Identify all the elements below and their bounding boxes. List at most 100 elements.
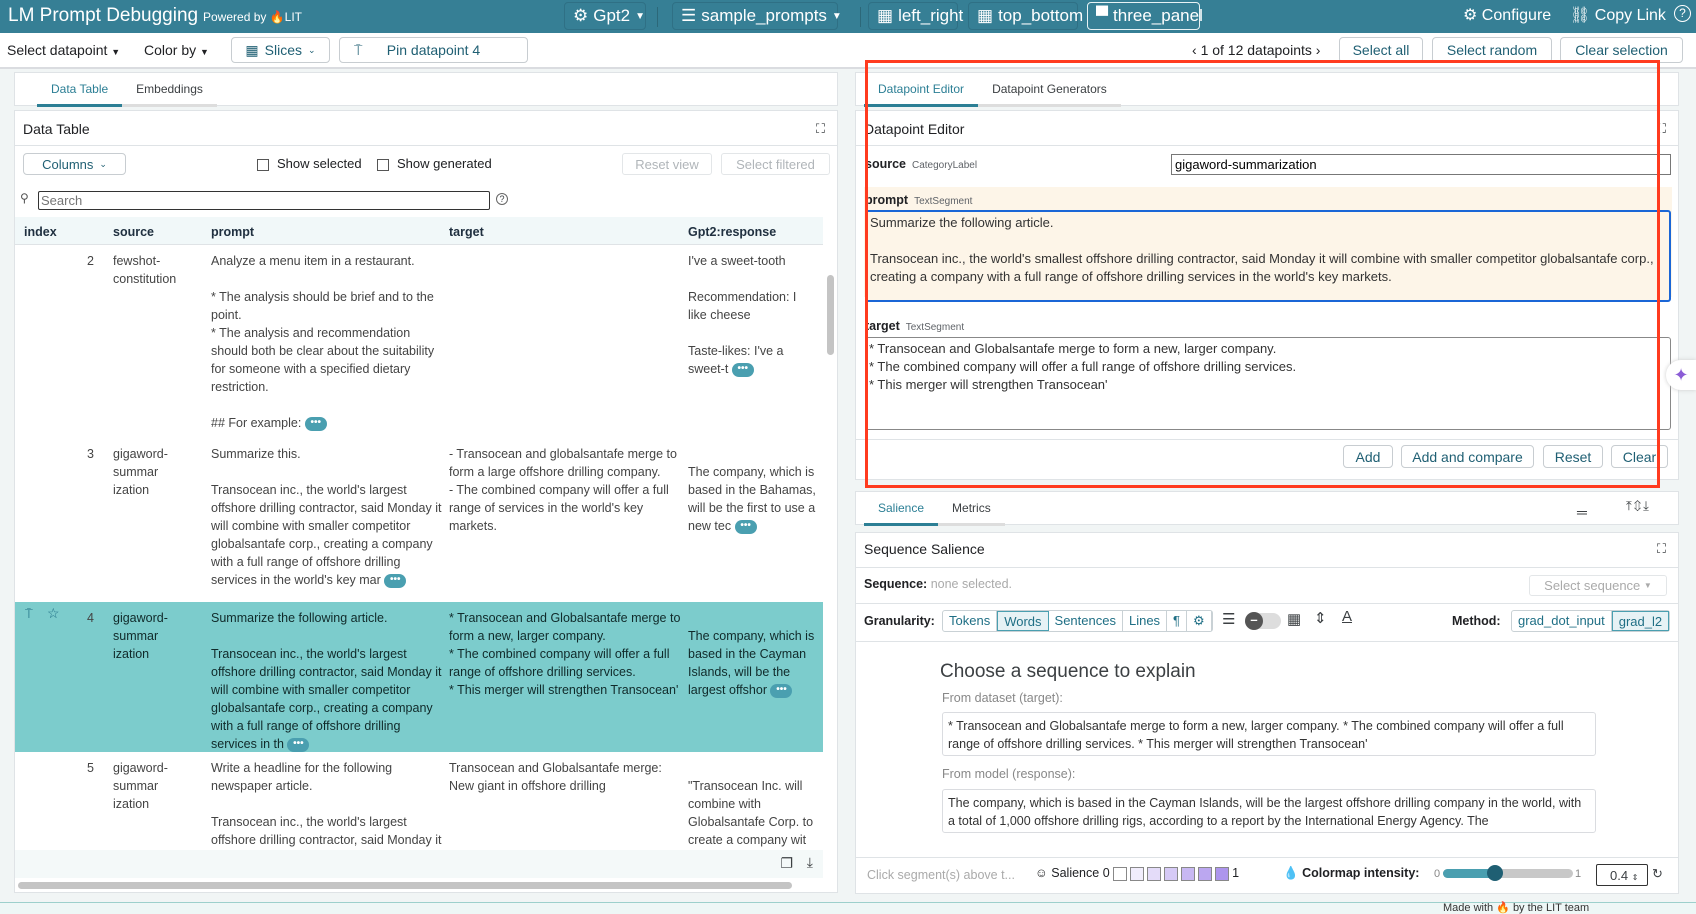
cell-prompt: Summarize this. Transocean inc., the wor… bbox=[211, 447, 442, 588]
wrap-text-icon[interactable]: ☰ bbox=[1222, 611, 1236, 628]
color-by-dropdown[interactable]: Color by ▼ bbox=[144, 42, 209, 58]
select-filtered-button[interactable]: Select filtered bbox=[721, 153, 830, 175]
source-label: source CategoryLabel bbox=[865, 157, 978, 171]
add-button[interactable]: Add bbox=[1343, 445, 1393, 468]
intensity-input[interactable]: 0.4 ⇕ bbox=[1596, 864, 1648, 886]
tab-metrics[interactable]: Metrics bbox=[938, 501, 1005, 526]
line-spacing-icon[interactable]: ⇕ bbox=[1314, 610, 1327, 627]
configure-button[interactable]: ⚙ Configure bbox=[1463, 5, 1551, 25]
pin-icon[interactable]: ⍑ bbox=[25, 606, 33, 621]
layout-three-panel[interactable]: ▀ three_panel bbox=[1087, 2, 1203, 30]
layout-left-right[interactable]: ▦ left_right bbox=[868, 2, 963, 30]
expand-text-button[interactable]: ••• bbox=[384, 573, 407, 588]
expand-text-button[interactable]: ••• bbox=[770, 683, 793, 698]
reset-intensity-icon[interactable]: ↻ bbox=[1652, 866, 1663, 881]
expand-text-button[interactable]: ••• bbox=[734, 519, 757, 534]
select-datapoint-dropdown[interactable]: Select datapoint ▼ bbox=[7, 42, 121, 58]
dataset-selector[interactable]: ☰ sample_prompts ▼ bbox=[672, 2, 842, 30]
select-random-button[interactable]: Select random bbox=[1432, 37, 1552, 63]
sequence-row: Sequence: none selected. bbox=[864, 577, 1013, 591]
colormap-label: 💧 Colormap intensity: bbox=[1283, 866, 1420, 880]
table-row[interactable]: 4 gigaword- summar ization Summarize the f… bbox=[15, 602, 823, 752]
add-and-compare-button[interactable]: Add and compare bbox=[1401, 445, 1534, 468]
target-textarea[interactable]: * Transocean and Globalsantafe merge to … bbox=[865, 337, 1671, 430]
granularity-option[interactable]: Lines bbox=[1123, 611, 1168, 631]
granularity-option[interactable]: ¶ bbox=[1167, 611, 1188, 631]
download-icon[interactable]: ⤓ bbox=[806, 854, 813, 870]
clear-button[interactable]: Clear bbox=[1611, 445, 1668, 468]
model-sequence-option[interactable]: The company, which is based in the Cayma… bbox=[942, 789, 1596, 833]
divider bbox=[856, 857, 1678, 858]
expand-icon[interactable]: ⛶ bbox=[815, 121, 825, 136]
table-row[interactable]: 5 gigaword- summar ization Write a headlin… bbox=[15, 752, 823, 850]
panel-size-icons[interactable]: ⤒⇕⤓ bbox=[1626, 498, 1651, 513]
prev-icon[interactable]: ‹ bbox=[1192, 42, 1197, 58]
next-icon[interactable]: › bbox=[1315, 42, 1321, 58]
robot-icon: ⚙ bbox=[573, 6, 589, 25]
grid-view-icon[interactable]: ▦ bbox=[1287, 611, 1302, 628]
sparkle-icon[interactable]: ✦ bbox=[1666, 360, 1696, 390]
help-icon[interactable]: ? bbox=[1674, 5, 1691, 22]
search-input[interactable] bbox=[38, 191, 490, 210]
slices-button[interactable]: ▦ Slices ⌄ bbox=[231, 37, 330, 63]
expand-icon[interactable]: ⛶ bbox=[1656, 541, 1666, 556]
slider-knob bbox=[1487, 865, 1503, 881]
table-row[interactable]: 3 gigaword- summar ization Summarize this.… bbox=[15, 438, 823, 602]
slider-min: 0 bbox=[1434, 868, 1441, 880]
colormap-slider[interactable] bbox=[1443, 865, 1573, 881]
expand-text-button[interactable]: ••• bbox=[731, 362, 754, 377]
columns-label: Columns bbox=[42, 156, 94, 172]
cell-source: gigaword- summar ization bbox=[113, 611, 168, 661]
column-header-prompt[interactable]: prompt bbox=[211, 225, 255, 239]
tab-datapoint-editor[interactable]: Datapoint Editor bbox=[864, 82, 979, 107]
expand-text-button[interactable]: ••• bbox=[304, 416, 327, 431]
table-row[interactable]: 2 fewshot- constitution Analyze a menu ite… bbox=[15, 245, 823, 438]
source-input[interactable] bbox=[1171, 154, 1671, 175]
column-header-index[interactable]: index bbox=[24, 225, 57, 239]
show-generated-checkbox[interactable]: Show generated bbox=[377, 156, 492, 171]
copy-icon[interactable]: ❐ bbox=[780, 855, 793, 871]
method-option[interactable]: grad_l2 bbox=[1611, 611, 1670, 631]
reset-button[interactable]: Reset bbox=[1543, 445, 1603, 468]
expand-icon[interactable]: ⛶ bbox=[1656, 121, 1666, 136]
search-icon: ⚲ bbox=[20, 191, 29, 205]
reset-view-button[interactable]: Reset view bbox=[622, 153, 712, 175]
granularity-option[interactable]: Words bbox=[997, 611, 1049, 631]
granularity-option[interactable]: ⚙ bbox=[1187, 611, 1212, 631]
tab-salience[interactable]: Salience bbox=[864, 501, 939, 526]
model-selector[interactable]: ⚙ Gpt2 ▼ bbox=[564, 2, 646, 30]
salience-swatch bbox=[1181, 866, 1196, 881]
layout-label: left_right bbox=[898, 6, 964, 25]
pin-datapoint-button[interactable]: ⍑ Pin datapoint 4 bbox=[339, 37, 528, 63]
vertical-scrollbar[interactable] bbox=[827, 275, 834, 355]
copy-link-button[interactable]: ⛓ Copy Link bbox=[1570, 5, 1666, 25]
granularity-option[interactable]: Tokens bbox=[943, 611, 998, 631]
select-sequence-dropdown[interactable]: Select sequence ▼ bbox=[1529, 575, 1667, 596]
layout-label: three_panel bbox=[1113, 6, 1203, 25]
text-format-icon[interactable]: A bbox=[1342, 608, 1353, 625]
tab-data-table[interactable]: Data Table bbox=[37, 82, 123, 107]
layout-top-bottom[interactable]: ▦ top_bottom bbox=[968, 2, 1083, 30]
drag-handle-icon[interactable]: ═ bbox=[1577, 504, 1587, 520]
tab-embeddings[interactable]: Embeddings bbox=[122, 82, 217, 107]
column-header-source[interactable]: source bbox=[113, 225, 154, 239]
prompt-textarea[interactable]: Summarize the following article. Transoc… bbox=[865, 210, 1671, 302]
show-selected-checkbox[interactable]: Show selected bbox=[257, 156, 362, 171]
select-all-button[interactable]: Select all bbox=[1339, 37, 1423, 63]
column-header-target[interactable]: target bbox=[449, 225, 484, 239]
salience-swatch bbox=[1130, 866, 1145, 881]
column-header-response[interactable]: Gpt2:response bbox=[688, 225, 777, 239]
cell-index: 4 bbox=[87, 611, 94, 625]
horizontal-scrollbar[interactable] bbox=[18, 882, 792, 889]
granularity-option[interactable]: Sentences bbox=[1049, 611, 1123, 631]
method-option[interactable]: grad_dot_input bbox=[1512, 611, 1612, 631]
cell-index: 2 bbox=[87, 254, 94, 268]
clear-selection-button[interactable]: Clear selection bbox=[1560, 37, 1683, 63]
columns-button[interactable]: Columns ⌄ bbox=[23, 153, 126, 175]
star-icon[interactable]: ☆ bbox=[47, 605, 60, 621]
dataset-sequence-option[interactable]: * Transocean and Globalsantafe merge to … bbox=[942, 712, 1596, 756]
expand-text-button[interactable]: ••• bbox=[287, 737, 310, 752]
display-toggle[interactable]: – bbox=[1245, 612, 1281, 630]
tab-datapoint-generators[interactable]: Datapoint Generators bbox=[978, 82, 1121, 107]
search-help-icon[interactable]: ? bbox=[496, 193, 508, 205]
